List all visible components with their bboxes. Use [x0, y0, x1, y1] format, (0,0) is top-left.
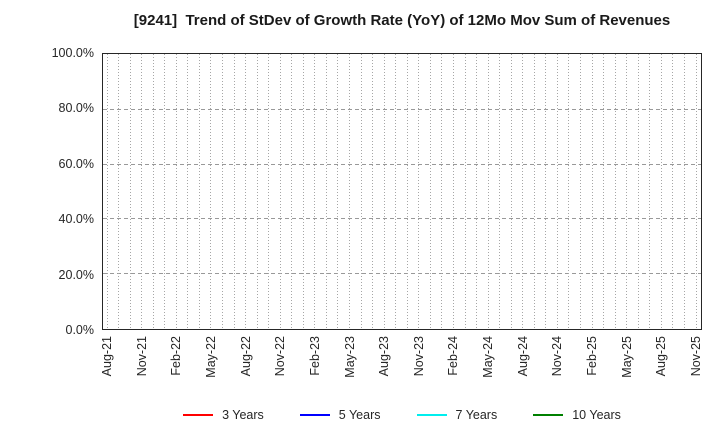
v-gridline — [233, 54, 235, 329]
v-gridline — [372, 54, 374, 329]
v-gridline — [580, 54, 581, 329]
v-gridline — [291, 54, 293, 329]
v-gridline — [545, 54, 547, 329]
v-gridline — [603, 54, 605, 329]
v-gridline — [175, 54, 177, 329]
v-gridline — [695, 54, 697, 329]
v-gridline — [637, 54, 639, 329]
v-gridline — [337, 54, 339, 329]
v-gridline — [441, 54, 443, 329]
v-gridline — [626, 54, 628, 329]
v-gridline — [649, 54, 651, 329]
v-gridline — [429, 54, 431, 329]
y-axis-tick-label: 0.0% — [65, 323, 95, 337]
y-axis-tick-label: 20.0% — [58, 267, 94, 282]
y-axis-tick-label: 100.0% — [51, 46, 94, 60]
legend-item: 3 Years — [183, 407, 264, 423]
v-gridline — [268, 54, 270, 329]
v-gridline — [360, 54, 362, 329]
h-gridline — [103, 108, 701, 110]
v-gridline — [487, 54, 489, 329]
y-axis-tick-label: 80.0% — [58, 101, 94, 116]
v-gridline — [245, 54, 247, 329]
v-gridline — [314, 54, 316, 329]
plot-area — [102, 53, 702, 330]
v-gridline — [614, 54, 616, 329]
legend-label: 3 Years — [222, 408, 264, 422]
v-gridline — [141, 54, 143, 329]
v-gridline — [406, 54, 408, 329]
legend-label: 7 Years — [455, 408, 498, 422]
v-gridline — [452, 54, 454, 329]
legend-item: 10 Years — [533, 407, 621, 423]
h-gridline — [103, 163, 701, 165]
v-gridline — [325, 54, 327, 329]
v-gridline — [256, 54, 258, 329]
legend-label: 10 Years — [572, 408, 621, 422]
v-gridline — [499, 54, 501, 329]
v-gridline — [683, 54, 685, 329]
v-gridline — [164, 54, 166, 329]
y-axis-tick-label: 60.0% — [58, 156, 94, 171]
legend-item: 5 Years — [299, 407, 381, 423]
h-gridline — [103, 273, 701, 275]
v-gridline — [660, 54, 662, 329]
v-gridline — [198, 54, 200, 329]
v-gridline — [187, 54, 189, 329]
v-gridline — [152, 54, 154, 329]
v-gridline — [533, 54, 535, 329]
legend-line-swatch — [299, 413, 330, 417]
v-gridline — [106, 54, 108, 329]
v-gridline — [302, 54, 304, 329]
v-gridline — [672, 54, 674, 329]
v-gridline — [395, 54, 397, 329]
v-gridline — [556, 54, 558, 329]
v-gridline — [464, 54, 466, 329]
v-gridline — [118, 54, 120, 329]
legend-label: 5 Years — [338, 408, 381, 422]
v-gridline — [383, 54, 385, 329]
legend-line-swatch — [416, 413, 447, 417]
v-gridline — [418, 54, 420, 329]
v-gridline — [510, 54, 512, 329]
legend-line-swatch — [533, 413, 564, 417]
v-gridline — [221, 54, 223, 329]
v-gridline — [210, 54, 212, 329]
legend: 3 Years 5 Years 7 Years 10 Years — [102, 406, 702, 424]
h-gridline — [103, 218, 701, 220]
v-gridline — [476, 54, 478, 329]
v-gridline — [129, 54, 131, 329]
v-gridline — [349, 54, 351, 329]
legend-line-swatch — [183, 413, 214, 417]
legend-item: 7 Years — [416, 407, 498, 423]
v-gridline — [522, 54, 524, 329]
v-gridline — [568, 54, 570, 329]
v-gridline — [279, 54, 281, 329]
v-gridline — [591, 54, 593, 329]
chart-title: [9241] Trend of StDev of Growth Rate (Yo… — [133, 12, 671, 29]
y-axis-tick-label: 40.0% — [58, 212, 94, 227]
